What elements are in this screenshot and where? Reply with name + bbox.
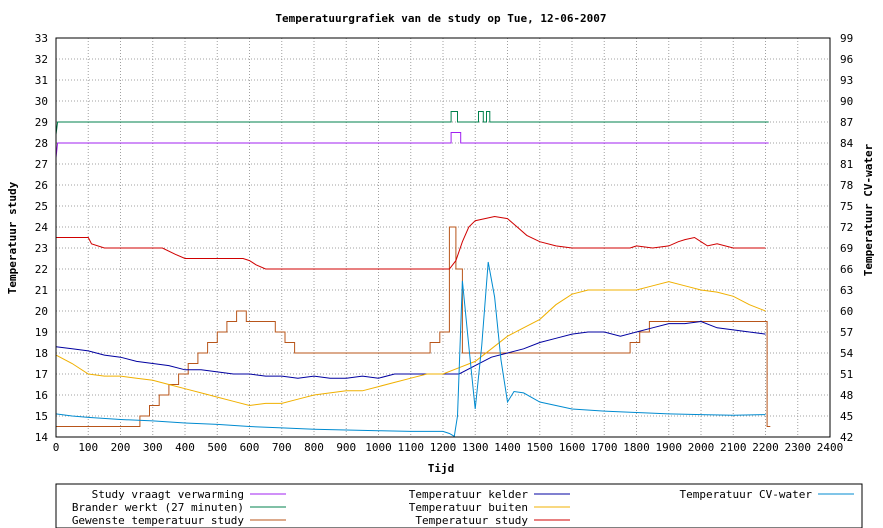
x-tick-label: 400 bbox=[175, 441, 195, 454]
x-tick-label: 1400 bbox=[494, 441, 521, 454]
y-tick-label: 20 bbox=[35, 305, 48, 318]
x-tick-label: 1600 bbox=[559, 441, 586, 454]
x-tick-label: 2200 bbox=[752, 441, 779, 454]
y2-tick-label: 69 bbox=[840, 242, 853, 255]
y-tick-label: 29 bbox=[35, 116, 48, 129]
x-tick-label: 300 bbox=[143, 441, 163, 454]
y-tick-label: 18 bbox=[35, 347, 48, 360]
x-tick-label: 100 bbox=[78, 441, 98, 454]
series-line-1 bbox=[55, 111, 769, 135]
y-tick-label: 33 bbox=[35, 32, 48, 45]
series-line-6 bbox=[55, 261, 766, 438]
y-tick-label: 16 bbox=[35, 389, 48, 402]
y-tick-label: 32 bbox=[35, 53, 48, 66]
x-tick-label: 200 bbox=[111, 441, 131, 454]
series-line-3 bbox=[55, 320, 766, 379]
x-tick-label: 1900 bbox=[656, 441, 683, 454]
y2-tick-label: 48 bbox=[840, 389, 853, 402]
legend-label: Temperatuur CV-water bbox=[680, 488, 813, 501]
y-tick-label: 26 bbox=[35, 179, 48, 192]
x-tick-label: 1800 bbox=[623, 441, 650, 454]
x-tick-label: 1500 bbox=[527, 441, 554, 454]
x-tick-label: 0 bbox=[53, 441, 60, 454]
y2-tick-label: 66 bbox=[840, 263, 853, 276]
legend-label: Temperatuur study bbox=[415, 514, 528, 527]
y2-tick-label: 57 bbox=[840, 326, 853, 339]
x-axis-label: Tijd bbox=[428, 462, 455, 475]
legend-label: Temperatuur buiten bbox=[409, 501, 528, 514]
y2-tick-label: 51 bbox=[840, 368, 853, 381]
y2-tick-label: 99 bbox=[840, 32, 853, 45]
y-tick-label: 15 bbox=[35, 410, 48, 423]
axis-ticks: 0 100 200 300 400 500 600 700 800 900 1000 1100 1200… bbox=[35, 32, 854, 454]
grid-lines bbox=[56, 38, 830, 437]
x-tick-label: 2400 bbox=[817, 441, 844, 454]
x-tick-label: 2100 bbox=[720, 441, 747, 454]
series-line-5 bbox=[56, 215, 766, 270]
series-line-4 bbox=[55, 281, 766, 407]
y2-tick-label: 84 bbox=[840, 137, 854, 150]
y2-tick-label: 96 bbox=[840, 53, 853, 66]
y2-tick-label: 87 bbox=[840, 116, 853, 129]
y2-tick-label: 54 bbox=[840, 347, 854, 360]
series-line-2 bbox=[56, 226, 771, 427]
y2-tick-label: 60 bbox=[840, 305, 853, 318]
y2-axis-label: Temperatuur CV-water bbox=[862, 143, 875, 276]
y-tick-label: 21 bbox=[35, 284, 48, 297]
y2-tick-label: 45 bbox=[840, 410, 853, 423]
x-tick-label: 1100 bbox=[398, 441, 425, 454]
x-tick-label: 800 bbox=[304, 441, 324, 454]
legend-label: Brander werkt (27 minuten) bbox=[72, 501, 244, 514]
y2-tick-label: 72 bbox=[840, 221, 853, 234]
plot-frame bbox=[55, 37, 831, 438]
y2-tick-label: 42 bbox=[840, 431, 853, 444]
legend-label: Temperatuur kelder bbox=[409, 488, 529, 501]
y2-tick-label: 75 bbox=[840, 200, 853, 213]
chart-title: Temperatuurgrafiek van de study op Tue, … bbox=[275, 12, 606, 25]
x-tick-label: 1000 bbox=[365, 441, 392, 454]
y-tick-label: 22 bbox=[35, 263, 48, 276]
y-tick-label: 14 bbox=[35, 431, 49, 444]
x-tick-label: 2300 bbox=[785, 441, 812, 454]
y-tick-label: 17 bbox=[35, 368, 48, 381]
y-tick-label: 28 bbox=[35, 137, 48, 150]
x-tick-label: 2000 bbox=[688, 441, 715, 454]
y2-tick-label: 78 bbox=[840, 179, 853, 192]
legend-label: Gewenste temperatuur study bbox=[72, 514, 245, 527]
y2-tick-label: 81 bbox=[840, 158, 853, 171]
series-line-0 bbox=[55, 132, 769, 158]
y-tick-label: 19 bbox=[35, 326, 48, 339]
x-tick-label: 1200 bbox=[430, 441, 457, 454]
x-tick-label: 700 bbox=[272, 441, 292, 454]
y2-tick-label: 63 bbox=[840, 284, 853, 297]
y-tick-label: 23 bbox=[35, 242, 48, 255]
y2-tick-label: 93 bbox=[840, 74, 853, 87]
y-tick-label: 27 bbox=[35, 158, 48, 171]
y-tick-label: 31 bbox=[35, 74, 48, 87]
x-tick-label: 500 bbox=[207, 441, 227, 454]
y-tick-label: 30 bbox=[35, 95, 48, 108]
x-tick-label: 1700 bbox=[591, 441, 618, 454]
legend-box bbox=[55, 483, 863, 528]
x-tick-label: 1300 bbox=[462, 441, 489, 454]
x-tick-label: 900 bbox=[336, 441, 356, 454]
series-layer bbox=[55, 111, 771, 438]
legend-label: Study vraagt verwarming bbox=[92, 488, 244, 501]
y-tick-label: 24 bbox=[35, 221, 49, 234]
x-tick-label: 600 bbox=[240, 441, 260, 454]
y-tick-label: 25 bbox=[35, 200, 48, 213]
y-axis-label: Temperatuur study bbox=[6, 181, 19, 294]
y2-tick-label: 90 bbox=[840, 95, 853, 108]
